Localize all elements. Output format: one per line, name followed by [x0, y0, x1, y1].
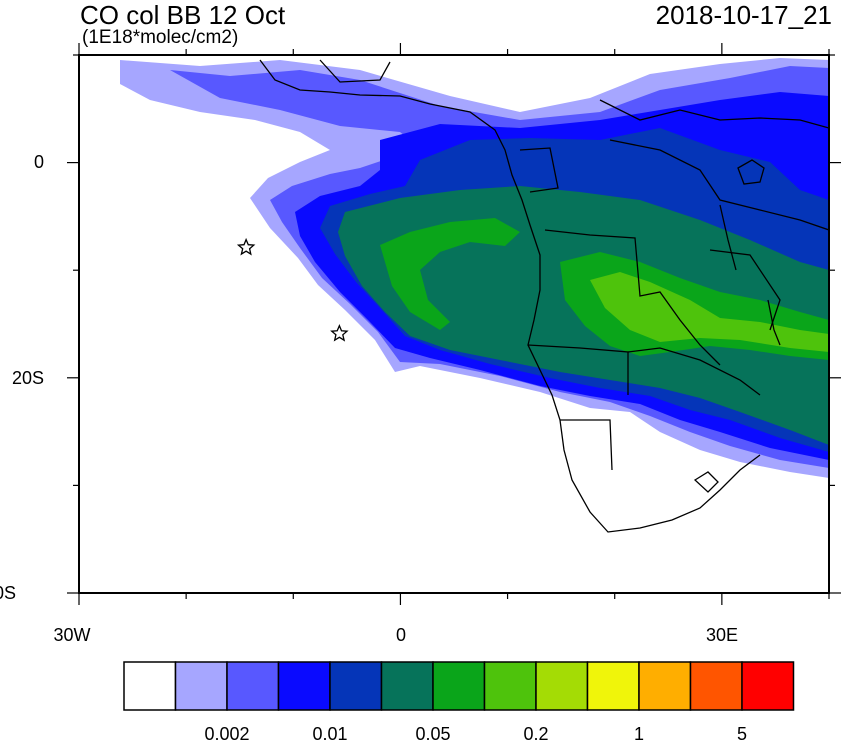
colorbar-label: 5	[737, 724, 747, 744]
country-border-c	[527, 344, 629, 395]
star-marker	[330, 324, 349, 342]
x-tick-label-30w: 30W	[53, 625, 90, 645]
colorbar-swatch	[329, 661, 383, 711]
colorbar-label: 0.002	[204, 724, 249, 744]
colorbar-swatch	[638, 661, 692, 711]
units-label: (1E18*molec/cm2)	[82, 27, 239, 48]
country-border-a	[519, 147, 559, 193]
x-tick-label-30e: 30E	[706, 625, 738, 645]
station-markers	[236, 237, 349, 342]
colorbar-swatch	[123, 661, 177, 711]
colorbar-label: 0.05	[415, 724, 450, 744]
coastline-borders	[259, 59, 829, 533]
country-border-h	[709, 249, 781, 331]
colorbar-swatch	[432, 661, 486, 711]
contour-band-green-west	[380, 218, 520, 330]
y-tick-label-40s: 40S	[0, 583, 16, 603]
country-border-g	[599, 99, 829, 129]
colorbar-swatch	[535, 661, 589, 711]
country-border-f	[609, 139, 829, 231]
country-border-e	[560, 419, 613, 471]
y-tick-label-20s: 20S	[12, 368, 44, 388]
co-field	[79, 55, 829, 593]
africa-west-coast	[259, 59, 761, 533]
x-tick-label-0: 0	[396, 625, 406, 645]
y-tick-label-0: 0	[34, 152, 44, 172]
contour-band-yellowgreen	[590, 272, 829, 352]
colorbar-swatch	[483, 661, 537, 711]
country-border-b	[544, 229, 721, 366]
colorbar-swatch	[689, 661, 743, 711]
colorbar-swatch	[277, 661, 331, 711]
colorbar-swatch	[380, 661, 434, 711]
colorbar-label: 1	[634, 724, 644, 744]
tick-marks	[67, 43, 841, 605]
northern-coast	[319, 59, 391, 83]
plot-frame	[78, 54, 830, 594]
lake-tanganyika	[719, 204, 737, 271]
country-border-d	[627, 347, 761, 396]
colorbar-label: 0.01	[312, 724, 347, 744]
colorbar: 0.002 0.01 0.05 0.2 1 5	[123, 661, 795, 744]
valid-time-label: 2018-10-17_21	[655, 0, 832, 30]
map-title: CO col BB 12 Oct	[80, 0, 286, 30]
lake-malawi	[767, 299, 781, 346]
star-marker	[236, 237, 256, 256]
lake-victoria	[737, 159, 765, 185]
lesotho-outline	[693, 471, 719, 493]
colorbar-swatch	[226, 661, 280, 711]
colorbar-swatch	[174, 661, 228, 711]
colorbar-label: 0.2	[523, 724, 548, 744]
colorbar-swatch	[586, 661, 640, 711]
colorbar-swatch	[741, 661, 795, 711]
